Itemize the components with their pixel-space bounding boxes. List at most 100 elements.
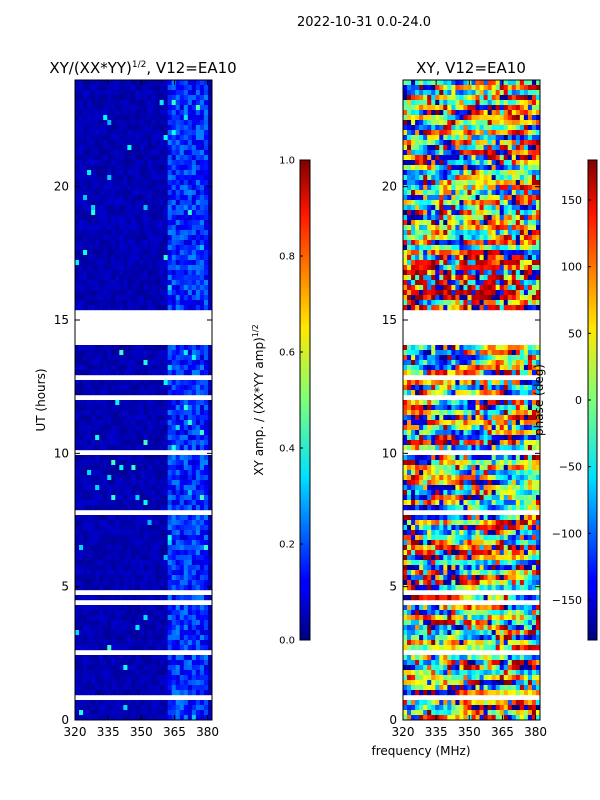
heatmap-cell (531, 185, 537, 191)
heatmap-cell (183, 665, 189, 671)
heatmap-cell (507, 125, 513, 131)
heatmap-cell (167, 405, 173, 411)
heatmap-cell (83, 365, 88, 371)
heatmap-cell (159, 80, 165, 86)
heatmap-cell (199, 545, 205, 551)
heatmap-cell (107, 570, 112, 576)
heatmap-cell (503, 230, 509, 236)
heatmap-cell (467, 135, 472, 141)
heatmap-cell (207, 175, 213, 181)
heatmap-cell (99, 690, 104, 696)
heatmap-cell (415, 175, 420, 181)
heatmap-cell (95, 205, 100, 211)
heatmap-cell (171, 435, 177, 441)
heatmap-cell (435, 95, 440, 101)
heatmap-cell (499, 205, 505, 211)
heatmap-cell (535, 215, 541, 221)
heatmap-cell (199, 190, 205, 196)
heatmap-cell (119, 80, 124, 86)
heatmap-cell (207, 710, 213, 716)
heatmap-cell (131, 370, 136, 376)
heatmap-cell (79, 85, 84, 91)
y-tick-label: 15 (54, 313, 69, 327)
heatmap-cell (79, 665, 84, 671)
heatmap-cell (199, 120, 205, 126)
heatmap-cell (171, 620, 177, 626)
heatmap-cell (123, 620, 128, 626)
heatmap-cell (195, 655, 201, 661)
heatmap-cell (203, 210, 209, 216)
heatmap-cell (79, 400, 84, 406)
heatmap-cell (195, 415, 201, 421)
heatmap-cell (207, 585, 213, 591)
heatmap-cell (95, 550, 100, 556)
heatmap-cell (131, 170, 136, 176)
heatmap-cell (459, 195, 464, 201)
heatmap-cell (175, 210, 181, 216)
heatmap-cell (523, 95, 529, 101)
heatmap-cell (167, 245, 173, 251)
heatmap-cell (151, 175, 156, 181)
heatmap-cell (75, 280, 80, 286)
heatmap-cell (115, 490, 120, 496)
heatmap-cell (107, 260, 112, 266)
heatmap-cell (431, 220, 436, 226)
heatmap-cell (87, 575, 92, 581)
heatmap-cell (427, 80, 432, 86)
heatmap-cell (167, 455, 173, 461)
heatmap-cell (187, 250, 193, 256)
heatmap-cell (431, 185, 436, 191)
heatmap-cell (159, 575, 165, 581)
heatmap-cell (127, 645, 132, 651)
heatmap-cell (87, 690, 92, 696)
heatmap-cell (119, 620, 124, 626)
heatmap-cell (179, 250, 185, 256)
heatmap-cell (455, 110, 460, 116)
heatmap-cell (91, 105, 96, 111)
heatmap-cell (207, 595, 213, 601)
heatmap-cell (143, 535, 148, 541)
heatmap-cell (467, 230, 472, 236)
heatmap-cell (151, 575, 156, 581)
heatmap-cell (439, 110, 444, 116)
heatmap-cell (163, 455, 169, 461)
heatmap-cell (527, 145, 533, 151)
heatmap-cell (103, 535, 108, 541)
heatmap-cell (527, 160, 533, 166)
heatmap-cell (107, 625, 112, 631)
heatmap-cell (75, 520, 80, 526)
heatmap-cell (135, 460, 140, 466)
heatmap-cell (135, 120, 140, 126)
heatmap-cell (103, 145, 108, 151)
heatmap-cell (119, 430, 124, 436)
heatmap-cell (411, 120, 416, 126)
heatmap-cell (199, 645, 205, 651)
heatmap-cell (183, 425, 189, 431)
heatmap-cell (91, 210, 96, 216)
heatmap-cell (115, 240, 120, 246)
heatmap-cell (99, 635, 104, 641)
heatmap-cell (123, 630, 128, 636)
heatmap-cell (83, 560, 88, 566)
heatmap-cell (79, 210, 84, 216)
heatmap-cell (191, 710, 197, 716)
heatmap-cell (79, 225, 84, 231)
heatmap-cell (463, 85, 468, 91)
heatmap-cell (159, 280, 165, 286)
heatmap-cell (103, 125, 108, 131)
heatmap-cell (123, 210, 128, 216)
heatmap-cell (123, 680, 128, 686)
heatmap-cell (199, 635, 205, 641)
heatmap-cell (495, 160, 501, 166)
heatmap-cell (195, 645, 201, 651)
heatmap-cell (195, 700, 201, 706)
heatmap-cell (159, 470, 165, 476)
heatmap-cell (167, 400, 173, 406)
heatmap-cell (451, 105, 456, 111)
heatmap-cell (195, 230, 201, 236)
heatmap-cell (83, 370, 88, 376)
heatmap-cell (79, 245, 84, 251)
heatmap-cell (183, 180, 189, 186)
heatmap-cell (163, 170, 169, 176)
heatmap-cell (91, 430, 96, 436)
